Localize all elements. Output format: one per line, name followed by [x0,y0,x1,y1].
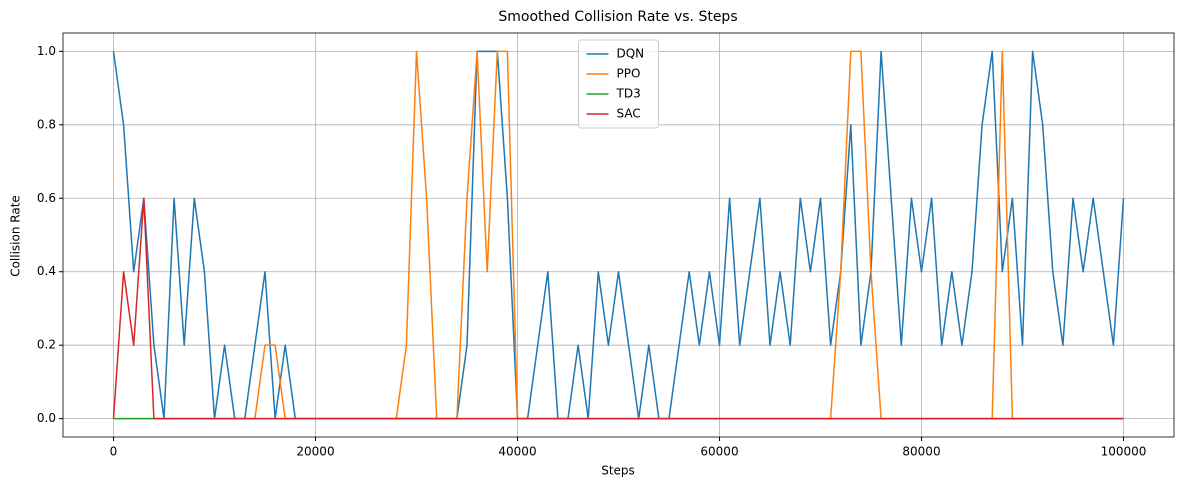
y-tick-label: 0.2 [37,338,56,352]
y-tick-label: 1.0 [37,44,56,58]
x-axis-label: Steps [601,464,635,478]
legend-label: DQN [617,47,645,61]
y-tick-label: 0.6 [37,191,56,205]
x-tick-label: 100000 [1101,445,1147,459]
y-axis-label: Collision Rate [9,195,23,277]
legend-label: SAC [617,107,641,121]
legend: DQN PPO TD3 SAC [578,39,659,129]
legend-box [578,39,659,129]
y-tick-label: 0.8 [37,117,56,131]
plot-frame [62,32,1175,438]
y-tick-label: 0.0 [37,411,56,425]
x-tick-label: 0 [110,445,118,459]
x-tick-label: 40000 [498,445,536,459]
x-tick-label: 60000 [700,445,738,459]
chart-title: Smoothed Collision Rate vs. Steps [498,9,737,25]
legend-label: PPO [617,67,641,81]
series-line [112,197,1124,420]
series-line [112,50,1125,420]
legend-label: TD3 [616,87,641,101]
x-tick-label: 80000 [902,445,940,459]
x-tick-label: 20000 [296,445,334,459]
y-tick-label: 0.4 [37,264,56,278]
